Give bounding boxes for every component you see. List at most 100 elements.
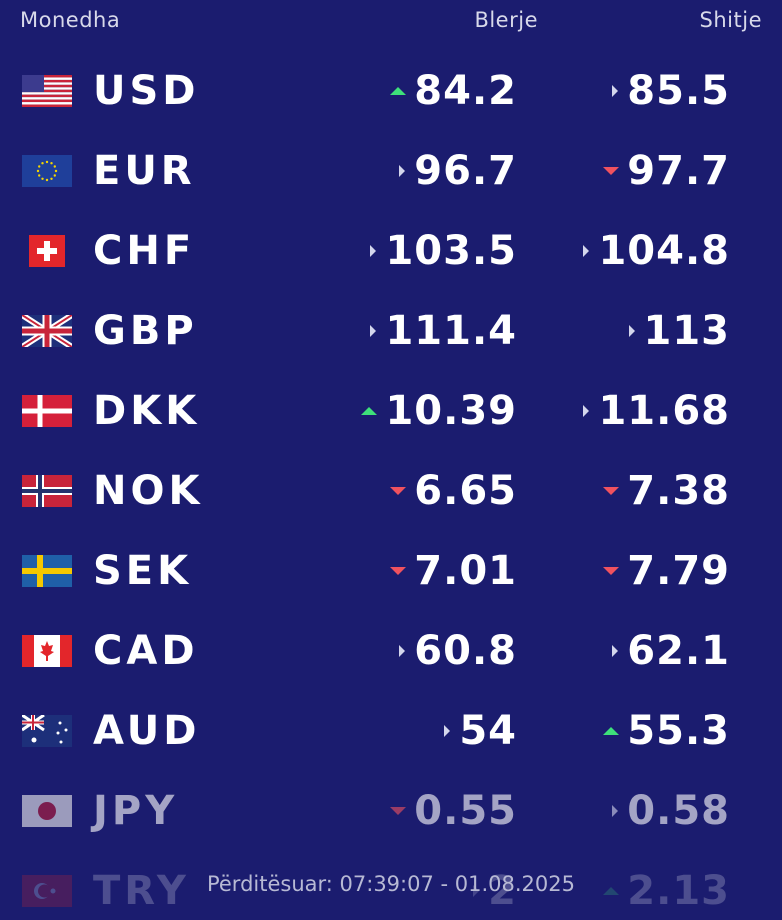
buy-rate: 54 — [459, 708, 517, 754]
buy-rate: 10.39 — [385, 388, 517, 434]
buy-cell: 7.01 — [390, 546, 517, 596]
trend-arrow — [603, 727, 620, 735]
trend-arrow — [612, 805, 619, 817]
header-buy: Blerje — [474, 8, 538, 32]
buy-cell: 111.4 — [367, 306, 517, 356]
sell-cell: 7.38 — [603, 466, 730, 516]
buy-cell: 103.5 — [367, 226, 517, 276]
rate-row: GBP 111.4 113 — [0, 292, 782, 372]
buy-rate: 6.65 — [414, 468, 517, 514]
currency-code: USD — [93, 68, 200, 114]
sell-cell: 2.13 — [603, 866, 730, 916]
trend-arrow — [390, 567, 407, 575]
arrow-shape — [399, 645, 406, 657]
sell-rate: 55.3 — [627, 708, 730, 754]
trend-arrow — [444, 725, 451, 737]
trend-arrow — [370, 325, 377, 337]
currency-code: SEK — [93, 548, 193, 594]
sell-cell: 104.8 — [580, 226, 730, 276]
trend-arrow — [628, 325, 635, 337]
flag — [22, 795, 72, 827]
rate-row: SEK 7.01 7.79 — [0, 532, 782, 612]
arrow-shape — [603, 487, 620, 495]
buy-cell: 2 — [470, 866, 517, 916]
arrow-shape — [603, 887, 620, 895]
flag — [22, 315, 72, 347]
rate-row: CAD 60.8 62.1 — [0, 612, 782, 692]
sell-rate: 104.8 — [598, 228, 730, 274]
arrow-shape — [473, 885, 480, 897]
currency-code: CHF — [93, 228, 196, 274]
buy-cell: 10.39 — [361, 386, 517, 436]
sell-rate: 97.7 — [627, 148, 730, 194]
flag — [22, 715, 72, 747]
buy-cell: 96.7 — [396, 146, 517, 196]
rate-row: AUD 54 55.3 — [0, 692, 782, 772]
buy-rate: 84.2 — [414, 68, 517, 114]
sell-rate: 113 — [643, 308, 730, 354]
sell-cell: 97.7 — [603, 146, 730, 196]
rate-row: TRY 2 2.13 — [0, 852, 782, 920]
trend-arrow — [603, 887, 620, 895]
sell-cell: 113 — [626, 306, 731, 356]
currency-code: CAD — [93, 628, 199, 674]
header-sell: Shitje — [699, 8, 762, 32]
trend-arrow — [390, 807, 407, 815]
trend-arrow — [361, 407, 378, 415]
trend-arrow — [370, 245, 377, 257]
arrow-shape — [370, 245, 377, 257]
buy-rate: 2 — [488, 868, 517, 914]
buy-cell: 84.2 — [390, 66, 517, 116]
sell-rate: 7.38 — [627, 468, 730, 514]
buy-rate: 96.7 — [414, 148, 517, 194]
arrow-shape — [612, 645, 619, 657]
flag — [29, 235, 65, 267]
arrow-shape — [603, 727, 620, 735]
sell-cell: 55.3 — [603, 706, 730, 756]
arrow-shape — [583, 405, 590, 417]
arrow-shape — [390, 807, 407, 815]
arrow-shape — [444, 725, 451, 737]
sell-rate: 62.1 — [627, 628, 730, 674]
sell-cell: 7.79 — [603, 546, 730, 596]
rate-row: NOK 6.65 7.38 — [0, 452, 782, 532]
trend-arrow — [583, 245, 590, 257]
flag — [22, 75, 72, 107]
sell-cell: 85.5 — [609, 66, 730, 116]
rate-row: USD 84.2 85.5 — [0, 52, 782, 132]
sell-rate: 0.58 — [627, 788, 730, 834]
header-currency: Monedha — [20, 8, 121, 32]
arrow-shape — [603, 567, 620, 575]
currency-code: TRY — [93, 868, 190, 914]
sell-rate: 11.68 — [598, 388, 730, 434]
buy-cell: 54 — [441, 706, 517, 756]
trend-arrow — [603, 567, 620, 575]
trend-arrow — [390, 487, 407, 495]
buy-cell: 60.8 — [396, 626, 517, 676]
currency-code: NOK — [93, 468, 204, 514]
trend-arrow — [399, 645, 406, 657]
flag — [22, 395, 72, 427]
flag — [22, 475, 72, 507]
buy-rate: 60.8 — [414, 628, 517, 674]
currency-code: DKK — [93, 388, 201, 434]
sell-cell: 0.58 — [609, 786, 730, 836]
rate-row: EUR 96.7 97.7 — [0, 132, 782, 212]
flag — [22, 555, 72, 587]
sell-rate: 85.5 — [627, 68, 730, 114]
trend-arrow — [612, 85, 619, 97]
arrow-shape — [390, 487, 407, 495]
currency-code: AUD — [93, 708, 201, 754]
buy-rate: 0.55 — [414, 788, 517, 834]
trend-arrow — [399, 165, 406, 177]
trend-arrow — [612, 645, 619, 657]
flag — [22, 155, 72, 187]
arrow-shape — [390, 87, 407, 95]
rate-row: DKK 10.39 11.68 — [0, 372, 782, 452]
arrow-shape — [612, 85, 619, 97]
flag — [22, 635, 72, 667]
currency-code: GBP — [93, 308, 198, 354]
rate-row: JPY 0.55 0.58 — [0, 772, 782, 852]
buy-rate: 7.01 — [414, 548, 517, 594]
